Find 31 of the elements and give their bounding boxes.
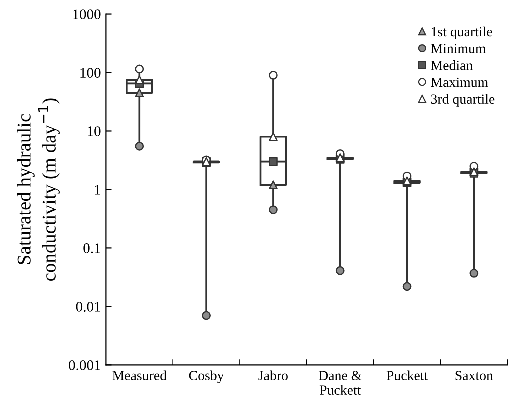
x-tick-label: Jabro (258, 370, 288, 380)
x-tick-label: Saxton (456, 371, 494, 380)
point (269, 71, 278, 80)
point (269, 157, 278, 166)
x-tick-label: Puckett (386, 370, 428, 380)
point (135, 142, 144, 151)
y-tick-label: 0.01 (76, 302, 100, 312)
legend-label: Minimum (431, 44, 486, 54)
point (269, 132, 278, 142)
point (135, 64, 144, 74)
x-tick-label: Cosby (189, 370, 224, 384)
point (269, 180, 278, 190)
point (470, 269, 479, 278)
point (402, 282, 412, 292)
x-tick-label: Measured (112, 370, 167, 380)
y-tick-label: 1000 (73, 10, 101, 20)
point (202, 311, 211, 320)
legend-label: Median (431, 60, 473, 70)
y-tick-label: 10 (88, 126, 101, 136)
y-axis-title: Saturated hydraulic conductivity (m day$^{−1}$) (17, 98, 60, 281)
y-tick-label: 100 (80, 68, 101, 78)
point (269, 206, 278, 214)
legend-label: 3rd quartile (431, 94, 495, 107)
point (135, 88, 144, 98)
y-tick-label: 1 (95, 185, 100, 195)
x-tick-label: Dane & Puckett (318, 371, 362, 396)
point (336, 266, 345, 276)
legend-label: Maximum (431, 78, 488, 88)
y-tick-label: 0.1 (84, 244, 100, 254)
legend-label: 1st quartile (432, 26, 492, 40)
y-tick-label: 0.001 (69, 360, 100, 370)
